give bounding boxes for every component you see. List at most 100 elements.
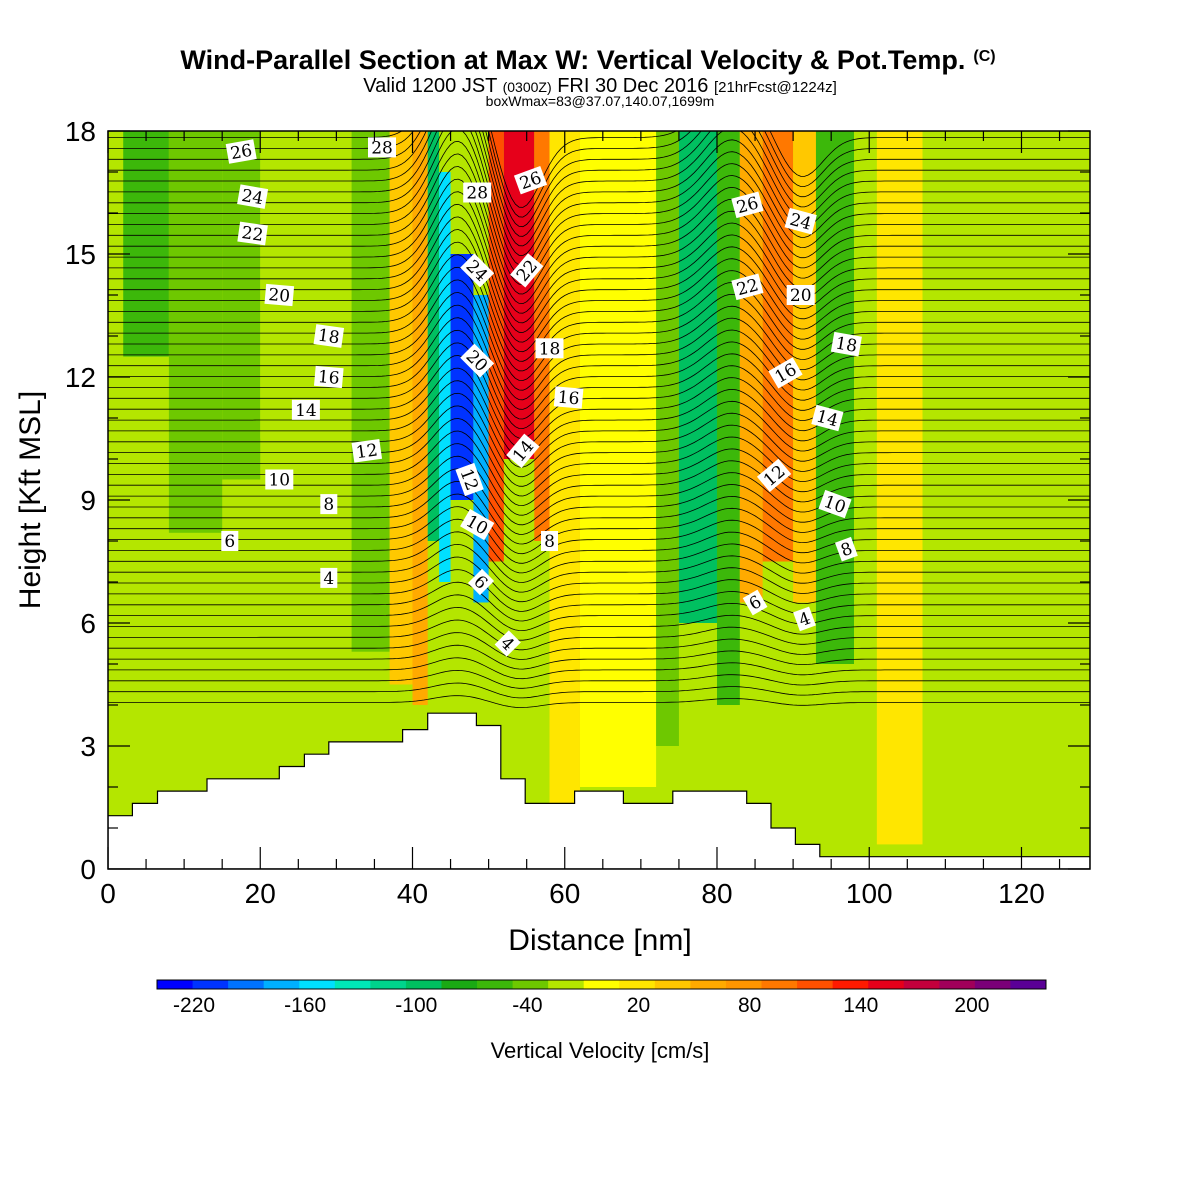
contour-label-text: 12 — [355, 440, 379, 463]
contour-label: 26 — [225, 139, 257, 164]
theta-contour-line — [108, 153, 1090, 295]
contour-label-text: 16 — [557, 388, 580, 410]
contour-label-text: 20 — [268, 285, 291, 307]
chart-title: Wind-Parallel Section at Max W: Vertical… — [180, 45, 995, 75]
theta-contour-line — [108, 556, 1090, 603]
contour-label-bg — [460, 253, 495, 288]
velocity-band — [450, 254, 474, 500]
contour-label-bg — [756, 458, 792, 493]
theta-contour-line — [108, 632, 1090, 660]
contour-label-bg — [834, 536, 858, 562]
contour-label: 24 — [784, 207, 817, 235]
theta-contour-line — [108, 468, 1090, 535]
colorbar-tick-label: 140 — [843, 994, 878, 1017]
theta-contour-line — [108, 131, 1090, 247]
colorbar-swatch — [192, 980, 229, 989]
theta-contour-line — [108, 594, 1090, 632]
colorbar-tick-label: 200 — [954, 994, 989, 1017]
contour-label-bg — [460, 508, 495, 541]
theta-contour-line — [108, 480, 1090, 545]
x-tick-label: 60 — [549, 878, 580, 909]
theta-contour-line — [108, 606, 1090, 641]
velocity-band — [351, 131, 390, 652]
contour-label-bg — [535, 338, 564, 359]
theta-contour-line — [108, 418, 1090, 497]
contour-label: 4 — [320, 567, 338, 589]
colorbar-swatch — [548, 980, 585, 989]
subtitle-date: FRI 30 Dec 2016 — [557, 75, 708, 97]
velocity-band — [260, 131, 299, 439]
velocity-band — [922, 131, 1090, 857]
colorbar-swatch — [939, 980, 976, 989]
y-tick-label: 9 — [80, 485, 96, 516]
contour-label: 24 — [237, 184, 269, 209]
colorbar-swatch — [654, 980, 691, 989]
theta-contour-line — [108, 493, 1090, 555]
theta-contour-line — [108, 380, 1090, 468]
theta-contour-line — [108, 455, 1090, 526]
contour-label-text: 28 — [371, 138, 393, 158]
theta-contour-line — [108, 329, 1090, 430]
chart-title-main: Wind-Parallel Section at Max W: Vertical… — [180, 45, 965, 75]
contour-label-bg — [506, 433, 540, 468]
contour-label: 18 — [830, 331, 862, 357]
velocity-band — [678, 131, 717, 623]
contour-label-text: 24 — [240, 186, 265, 209]
colorbar-frame — [156, 979, 1047, 990]
contour-label: 8 — [320, 494, 338, 515]
contour-label-text: 26 — [229, 141, 254, 164]
contour-label: 14 — [291, 399, 320, 421]
theta-contour-line — [108, 619, 1090, 651]
velocity-band — [389, 131, 413, 685]
contour-label: 20 — [264, 283, 295, 307]
theta-contour-line — [108, 518, 1090, 574]
y-tick-label: 18 — [65, 116, 96, 147]
theta-contour-line — [108, 166, 1090, 305]
contour-label-bg — [811, 404, 844, 432]
contour-label-bg — [313, 365, 344, 389]
contour-label: 16 — [553, 386, 584, 410]
theta-contour-line — [108, 342, 1090, 439]
contour-label-bg — [742, 589, 768, 616]
theta-contour-line — [108, 178, 1090, 314]
velocity-band — [123, 131, 169, 357]
x-axis-title: Distance [nm] — [508, 924, 691, 957]
colorbar-swatch — [157, 980, 194, 989]
colorbar-swatch — [512, 980, 549, 989]
colorbar-swatch — [903, 980, 940, 989]
contour-label: 8 — [541, 531, 558, 552]
chart-subsubtitle: boxWmax=83@37.07,140.07,1699m — [486, 93, 715, 109]
contour-label: 4 — [793, 606, 816, 632]
theta-contour-line — [108, 355, 1090, 449]
colorbar-swatch — [725, 980, 763, 989]
colorbar-title: Vertical Velocity [cm/s] — [491, 1038, 710, 1063]
colorbar-tick-label: 20 — [627, 994, 650, 1017]
contour-label: 28 — [368, 137, 396, 158]
theta-contour-line — [108, 581, 1090, 622]
theta-contour-line — [108, 241, 1090, 362]
contour-label: 18 — [535, 338, 564, 359]
contour-label-bg — [320, 567, 338, 588]
contour-label: 10 — [265, 469, 294, 491]
colorbar-tick-label: 80 — [738, 994, 761, 1017]
colorbar-swatch — [299, 980, 336, 989]
theta-contour-line — [108, 543, 1090, 593]
colorbar-tick-label: -220 — [173, 994, 215, 1017]
subtitle-prefix: Valid 1200 JST — [363, 75, 497, 97]
theta-contour-line — [108, 304, 1090, 410]
theta-contour-line — [108, 131, 1090, 266]
theta-contour-line — [108, 131, 1090, 208]
velocity-band — [168, 131, 223, 533]
theta-contour-line — [108, 131, 1090, 276]
contour-label: 18 — [313, 324, 345, 348]
velocity-band — [793, 131, 816, 603]
contour-label-bg — [225, 139, 257, 164]
colorbar-swatch — [263, 980, 300, 989]
contour-label-text: 28 — [466, 184, 488, 204]
velocity-band — [579, 131, 657, 787]
contour-label: 6 — [742, 589, 768, 616]
contour-label-text: 14 — [295, 401, 317, 421]
contour-label: 12 — [351, 438, 383, 463]
contour-label: 4 — [494, 630, 521, 657]
theta-contour-line — [108, 203, 1090, 333]
